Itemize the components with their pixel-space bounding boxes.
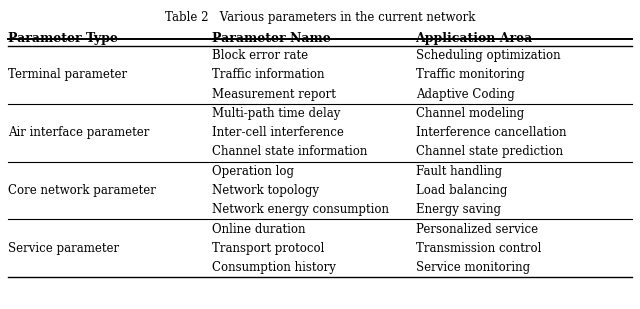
Text: Terminal parameter: Terminal parameter: [8, 68, 127, 81]
Text: Transport protocol: Transport protocol: [212, 242, 324, 255]
Text: Block error rate: Block error rate: [212, 49, 308, 62]
Text: Service monitoring: Service monitoring: [415, 261, 530, 274]
Text: Load balancing: Load balancing: [415, 184, 507, 197]
Text: Parameter Type: Parameter Type: [8, 32, 118, 45]
Text: Parameter Name: Parameter Name: [212, 32, 330, 45]
Text: Operation log: Operation log: [212, 165, 294, 178]
Text: Channel modeling: Channel modeling: [415, 107, 524, 120]
Text: Channel state prediction: Channel state prediction: [415, 146, 563, 159]
Text: Energy saving: Energy saving: [415, 203, 500, 216]
Text: Network topology: Network topology: [212, 184, 319, 197]
Text: Service parameter: Service parameter: [8, 242, 119, 255]
Text: Air interface parameter: Air interface parameter: [8, 126, 149, 139]
Text: Personalized service: Personalized service: [415, 222, 538, 235]
Text: Application Area: Application Area: [415, 32, 533, 45]
Text: Channel state information: Channel state information: [212, 146, 367, 159]
Text: Traffic monitoring: Traffic monitoring: [415, 68, 524, 81]
Text: Transmission control: Transmission control: [415, 242, 541, 255]
Text: Online duration: Online duration: [212, 222, 305, 235]
Text: Consumption history: Consumption history: [212, 261, 335, 274]
Text: Multi-path time delay: Multi-path time delay: [212, 107, 340, 120]
Text: Fault handling: Fault handling: [415, 165, 502, 178]
Text: Core network parameter: Core network parameter: [8, 184, 156, 197]
Text: Adaptive Coding: Adaptive Coding: [415, 87, 515, 100]
Text: Measurement report: Measurement report: [212, 87, 335, 100]
Text: Interference cancellation: Interference cancellation: [415, 126, 566, 139]
Text: Traffic information: Traffic information: [212, 68, 324, 81]
Text: Scheduling optimization: Scheduling optimization: [415, 49, 560, 62]
Text: Table 2   Various parameters in the current network: Table 2 Various parameters in the curren…: [165, 11, 475, 24]
Text: Network energy consumption: Network energy consumption: [212, 203, 388, 216]
Text: Inter-cell interference: Inter-cell interference: [212, 126, 344, 139]
